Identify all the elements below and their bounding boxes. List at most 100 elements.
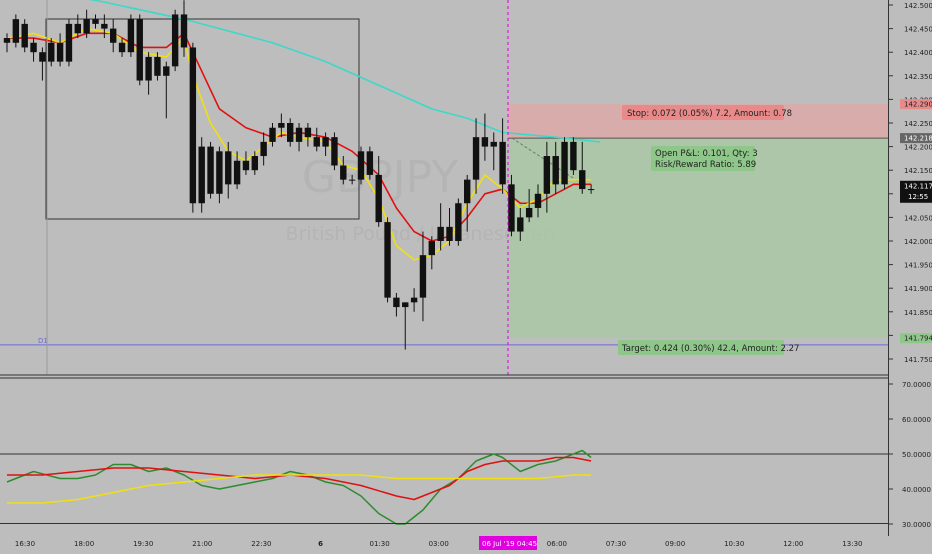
candle-body [322, 137, 329, 147]
price-tick-label: 142.450 [904, 26, 932, 34]
candle-body [163, 66, 170, 76]
candle [12, 14, 20, 48]
candle [357, 146, 365, 185]
candle-body [74, 23, 81, 34]
candle [579, 141, 586, 194]
candle [437, 203, 444, 251]
candle-body [180, 14, 188, 48]
indicator-tick-label: 70.0000 [902, 381, 931, 389]
candle [410, 288, 418, 312]
candle-body [561, 141, 568, 185]
candle [587, 184, 595, 194]
candle [207, 141, 214, 199]
candle-body [552, 156, 559, 185]
candle [145, 52, 152, 95]
candle [499, 118, 506, 194]
candle-body [313, 137, 320, 147]
rectangle-drawing[interactable] [45, 18, 360, 220]
candle-body [499, 141, 506, 185]
candle [534, 184, 542, 218]
candle-body [225, 151, 232, 185]
candle-body [189, 47, 197, 204]
candle [198, 137, 205, 213]
candle-body [348, 179, 356, 181]
candle-body [154, 56, 161, 76]
candle-body [48, 42, 55, 62]
candle [322, 132, 329, 157]
candle [92, 14, 99, 29]
candle [402, 302, 409, 350]
candle [225, 141, 232, 199]
candle-body [384, 222, 391, 298]
candle-body [92, 19, 99, 24]
candle-body [393, 297, 400, 308]
oscillator-line [7, 456, 592, 501]
svg-text:142.290: 142.290 [904, 101, 932, 109]
price-axis[interactable]: 142.500 142.450 142.400 142.350 142.290 142.2… [889, 2, 932, 364]
candle [101, 14, 108, 39]
indicator-tick-label: 60.0000 [902, 416, 931, 424]
candle-body [375, 174, 382, 223]
entry-price-badge: 142.218 [900, 133, 932, 144]
time-tick-label: 06:00 [547, 540, 567, 548]
candle-body [410, 297, 418, 303]
candle [481, 113, 489, 161]
candle-body [65, 23, 73, 62]
candle-body [278, 123, 285, 128]
candle [295, 123, 303, 152]
target-zone[interactable] [508, 138, 889, 339]
candle-body [198, 146, 205, 204]
candle-body [110, 28, 117, 43]
candle [384, 217, 391, 303]
candle-body [295, 127, 303, 142]
candle [490, 132, 497, 171]
candle [154, 52, 161, 81]
candle [39, 47, 46, 81]
indicator-axis[interactable]: 70.0000 60.0000 50.0000 40.0000 30.0000 [889, 381, 931, 529]
candle [118, 38, 126, 57]
candle-body [136, 19, 143, 81]
candle-body [101, 23, 108, 29]
target-price-badge: 141.794 [900, 333, 932, 344]
target-label: Target: 0.424 (0.30%) 42.4, Amount: 2.27 [618, 340, 799, 355]
time-tick-label: 21:00 [192, 540, 212, 548]
candle-body [366, 151, 374, 175]
candle-body [145, 56, 152, 81]
candle-body [534, 193, 542, 208]
time-tick-label: 03:00 [429, 540, 449, 548]
time-tick-label: 6 [318, 540, 323, 548]
candle [313, 127, 320, 152]
candle-body [304, 127, 312, 138]
candle-body [419, 255, 427, 298]
price-tick-label: 142.000 [904, 238, 932, 246]
candle [508, 174, 515, 237]
candle [525, 189, 533, 223]
risk-reward-text: Risk/Reward Ratio: 5.89 [655, 160, 756, 170]
candle [180, 0, 188, 57]
candle [304, 123, 312, 147]
price-tick-label: 141.900 [904, 285, 932, 293]
candle [189, 42, 197, 213]
candle [393, 292, 400, 317]
time-axis[interactable]: 16:3018:0019:3021:0022:30601:3003:0004:3… [15, 540, 863, 548]
candle-body [260, 141, 267, 157]
oscillator-line [6, 449, 592, 525]
candle-body [587, 189, 595, 191]
time-tick-label: 16:30 [15, 540, 35, 548]
price-tick-label: 142.050 [904, 214, 932, 222]
candle-body [287, 123, 294, 142]
time-tick-label: 13:30 [842, 540, 862, 548]
indicator-tick-label: 30.0000 [902, 521, 931, 529]
candle [331, 132, 338, 171]
candle-body [508, 184, 515, 232]
time-tick-label: 19:30 [133, 540, 153, 548]
candle-body [171, 14, 179, 67]
candle [472, 118, 480, 194]
candle-body [357, 151, 365, 180]
current-price-badge: 142.117 12:55 [900, 180, 932, 203]
candle-body [242, 160, 250, 171]
candle [21, 19, 28, 53]
candle-body [118, 42, 126, 53]
